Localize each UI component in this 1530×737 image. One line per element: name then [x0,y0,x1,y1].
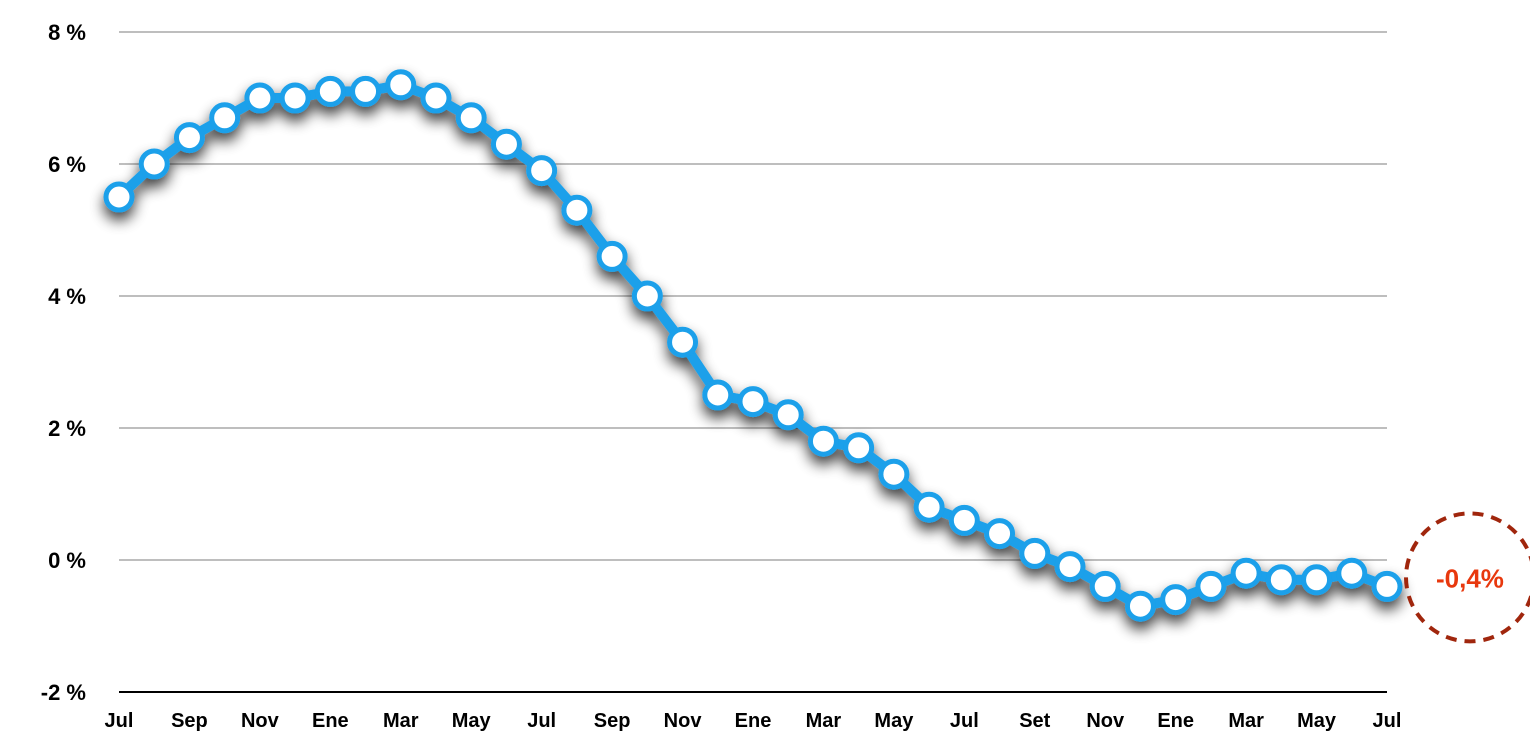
x-tick-label: Jul [950,710,979,732]
x-tick-label: Ene [735,710,772,732]
data-point [631,280,663,312]
x-tick-label: May [874,710,914,732]
data-point [878,458,910,490]
data-point [807,425,839,457]
data-point [314,75,346,107]
x-tick-label: Sep [594,710,631,732]
x-tick-label: Nov [1086,710,1125,732]
data-point [1054,551,1086,583]
y-axis-tick-labels: 8 % 6 % 4 % 2 % 0 % -2 % [41,20,86,705]
data-point [1265,564,1297,596]
data-point [490,128,522,160]
data-point [561,194,593,226]
data-point [1371,570,1403,602]
x-tick-label: Ene [312,710,349,732]
data-point [244,82,276,114]
data-point [596,240,628,272]
y-tick-label: 0 % [48,548,86,573]
data-point [279,82,311,114]
y-tick-label: 6 % [48,152,86,177]
x-tick-label: Jul [105,710,134,732]
x-tick-label: Sep [171,710,208,732]
annotation-layer: -0,4% [1404,511,1530,644]
data-point [843,432,875,464]
x-tick-label: May [1297,710,1337,732]
data-point [138,148,170,180]
data-point [1160,584,1192,616]
y-tick-label: 2 % [48,416,86,441]
data-point [526,155,558,187]
data-point [1230,557,1262,589]
data-point [1301,564,1333,596]
data-point [1195,570,1227,602]
x-tick-label: May [452,710,492,732]
data-point [1336,557,1368,589]
x-tick-label: Jul [527,710,556,732]
data-point [1089,570,1121,602]
data-point [984,518,1016,550]
grid-lines [119,31,1387,693]
data-point [913,491,945,523]
x-tick-label: Nov [664,710,703,732]
annotation-dashed-circle [1404,511,1530,644]
data-point [737,386,769,418]
x-axis-tick-labels: Jul Sep Nov Ene Mar May Jul Sep Nov Ene Mar May Jul S… [105,710,1402,732]
x-tick-label: Nov [241,710,280,732]
series-layer [103,69,1403,622]
data-point [420,82,452,114]
y-tick-label: 4 % [48,284,86,309]
x-tick-label: Jul [1373,710,1402,732]
data-point [385,69,417,101]
data-point [772,399,804,431]
x-tick-label: Ene [1157,710,1194,732]
data-point [455,102,487,134]
data-point [350,75,382,107]
data-point [702,379,734,411]
data-point [667,326,699,358]
data-point [1124,590,1156,622]
data-point [209,102,241,134]
annotation-label: -0,4% [1436,563,1504,593]
data-point [173,122,205,154]
x-tick-label: Set [1019,710,1050,732]
data-point [103,181,135,213]
y-tick-label: -2 % [41,680,86,705]
data-point [1019,537,1051,569]
x-tick-label: Mar [806,710,842,732]
x-tick-label: Mar [1228,710,1264,732]
series-line [114,79,1392,612]
y-tick-label: 8 % [48,20,86,45]
data-point [948,504,980,536]
x-tick-label: Mar [383,710,419,732]
